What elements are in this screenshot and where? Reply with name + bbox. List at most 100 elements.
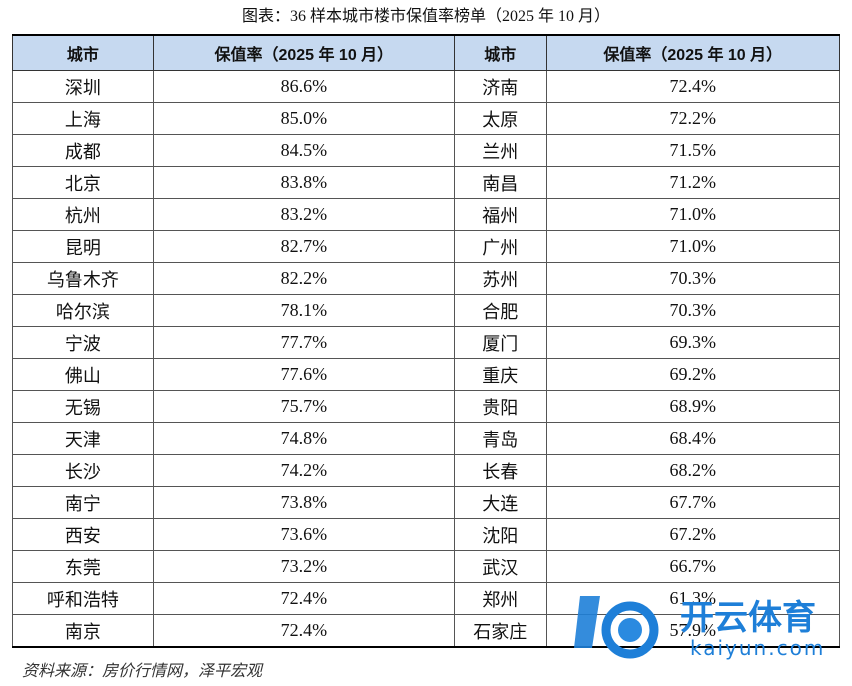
- city-cell: 石家庄: [453, 614, 547, 648]
- table-row: 宁波 77.7% 厦门 69.3%: [12, 326, 841, 359]
- rate-cell: 72.2%: [545, 102, 841, 135]
- table-row: 北京 83.8% 南昌 71.2%: [12, 166, 841, 199]
- rate-cell: 77.6%: [152, 358, 455, 391]
- city-cell: 武汉: [453, 550, 547, 583]
- rate-cell: 68.9%: [545, 390, 841, 423]
- table-row: 深圳 86.6% 济南 72.4%: [12, 70, 841, 103]
- watermark-brand: 开云体育: [680, 598, 816, 638]
- rate-cell: 71.0%: [545, 230, 841, 263]
- rate-cell: 83.2%: [152, 198, 455, 231]
- city-cell: 长沙: [12, 454, 154, 487]
- title: 图表：36 样本城市楼市保值率榜单（2025 年 10 月）: [241, 8, 610, 25]
- city-cell: 合肥: [453, 294, 547, 327]
- header-cell: 城市: [453, 34, 547, 71]
- table-row: 昆明 82.7% 广州 71.0%: [12, 230, 841, 263]
- table-row: 无锡 75.7% 贵阳 68.9%: [12, 390, 841, 423]
- header-row: 城市 保值率（2025 年 10 月） 城市 保值率（2025 年 10 月）: [12, 34, 841, 71]
- rate-cell: 73.8%: [152, 486, 455, 519]
- rate-cell: 82.7%: [152, 230, 455, 263]
- source-note: 资料来源：房价行情网，泽平宏观: [22, 663, 263, 680]
- rate-cell: 78.1%: [152, 294, 455, 327]
- rate-cell: 84.5%: [152, 134, 455, 167]
- rate-cell: 71.0%: [545, 198, 841, 231]
- table-row: 乌鲁木齐 82.2% 苏州 70.3%: [12, 262, 841, 295]
- city-cell: 宁波: [12, 326, 154, 359]
- city-cell: 深圳: [12, 70, 154, 103]
- city-cell: 沈阳: [453, 518, 547, 551]
- table-row: 哈尔滨 78.1% 合肥 70.3%: [12, 294, 841, 327]
- city-cell: 呼和浩特: [12, 582, 154, 615]
- header-cell: 保值率（2025 年 10 月）: [545, 34, 841, 71]
- city-cell: 哈尔滨: [12, 294, 154, 327]
- city-cell: 昆明: [12, 230, 154, 263]
- city-cell: 杭州: [12, 198, 154, 231]
- city-cell: 西安: [12, 518, 154, 551]
- table-row: 佛山 77.6% 重庆 69.2%: [12, 358, 841, 391]
- watermark: 开云体育 kaiyun.com: [570, 588, 840, 668]
- rate-cell: 75.7%: [152, 390, 455, 423]
- rate-cell: 73.2%: [152, 550, 455, 583]
- city-cell: 长春: [453, 454, 547, 487]
- rate-cell: 72.4%: [545, 70, 841, 103]
- city-cell: 厦门: [453, 326, 547, 359]
- city-cell: 大连: [453, 486, 547, 519]
- city-cell: 南京: [12, 614, 154, 648]
- city-cell: 广州: [453, 230, 547, 263]
- rate-cell: 85.0%: [152, 102, 455, 135]
- table-row: 天津 74.8% 青岛 68.4%: [12, 422, 841, 455]
- rate-cell: 71.2%: [545, 166, 841, 199]
- rate-cell: 72.4%: [152, 614, 455, 648]
- rate-cell: 86.6%: [152, 70, 455, 103]
- rate-cell: 69.3%: [545, 326, 841, 359]
- city-cell: 北京: [12, 166, 154, 199]
- city-cell: 兰州: [453, 134, 547, 167]
- table-row: 南京 72.4% 石家庄 57.9%: [12, 614, 841, 648]
- table-row: 东莞 73.2% 武汉 66.7%: [12, 550, 841, 583]
- table-body: 深圳 86.6% 济南 72.4% 上海 85.0% 太原 72.2% 成都 84.5% 兰州 71.…: [12, 70, 841, 648]
- city-cell: 乌鲁木齐: [12, 262, 154, 295]
- rate-cell: 72.4%: [152, 582, 455, 615]
- city-cell: 郑州: [453, 582, 547, 615]
- watermark-logo: [574, 596, 659, 659]
- rate-cell: 83.8%: [152, 166, 455, 199]
- city-cell: 济南: [453, 70, 547, 103]
- ranking-table: 城市 保值率（2025 年 10 月） 城市 保值率（2025 年 10 月） 深圳 8…: [12, 34, 841, 648]
- rate-cell: 67.2%: [545, 518, 841, 551]
- city-cell: 青岛: [453, 422, 547, 455]
- table-row: 长沙 74.2% 长春 68.2%: [12, 454, 841, 487]
- city-cell: 太原: [453, 102, 547, 135]
- table-row: 杭州 83.2% 福州 71.0%: [12, 198, 841, 231]
- rate-cell: 82.2%: [152, 262, 455, 295]
- city-cell: 苏州: [453, 262, 547, 295]
- rate-cell: 74.8%: [152, 422, 455, 455]
- watermark-url: kaiyun.com: [690, 636, 826, 660]
- rate-cell: 67.7%: [545, 486, 841, 519]
- city-cell: 佛山: [12, 358, 154, 391]
- city-cell: 成都: [12, 134, 154, 167]
- table-row: 南宁 73.8% 大连 67.7%: [12, 486, 841, 519]
- city-cell: 南宁: [12, 486, 154, 519]
- rate-cell: 70.3%: [545, 294, 841, 327]
- rate-cell: 69.2%: [545, 358, 841, 391]
- rate-cell: 73.6%: [152, 518, 455, 551]
- rate-cell: 68.2%: [545, 454, 841, 487]
- rate-cell: 66.7%: [545, 550, 841, 583]
- city-cell: 上海: [12, 102, 154, 135]
- city-cell: 重庆: [453, 358, 547, 391]
- rate-cell: 68.4%: [545, 422, 841, 455]
- header-cell: 城市: [12, 34, 154, 71]
- city-cell: 无锡: [12, 390, 154, 423]
- header-cell: 保值率（2025 年 10 月）: [152, 34, 455, 71]
- table-row: 成都 84.5% 兰州 71.5%: [12, 134, 841, 167]
- city-cell: 南昌: [453, 166, 547, 199]
- table-row: 上海 85.0% 太原 72.2%: [12, 102, 841, 135]
- rate-cell: 70.3%: [545, 262, 841, 295]
- table-row: 西安 73.6% 沈阳 67.2%: [12, 518, 841, 551]
- city-cell: 天津: [12, 422, 154, 455]
- rate-cell: 77.7%: [152, 326, 455, 359]
- city-cell: 贵阳: [453, 390, 547, 423]
- rate-cell: 71.5%: [545, 134, 841, 167]
- city-cell: 东莞: [12, 550, 154, 583]
- city-cell: 福州: [453, 198, 547, 231]
